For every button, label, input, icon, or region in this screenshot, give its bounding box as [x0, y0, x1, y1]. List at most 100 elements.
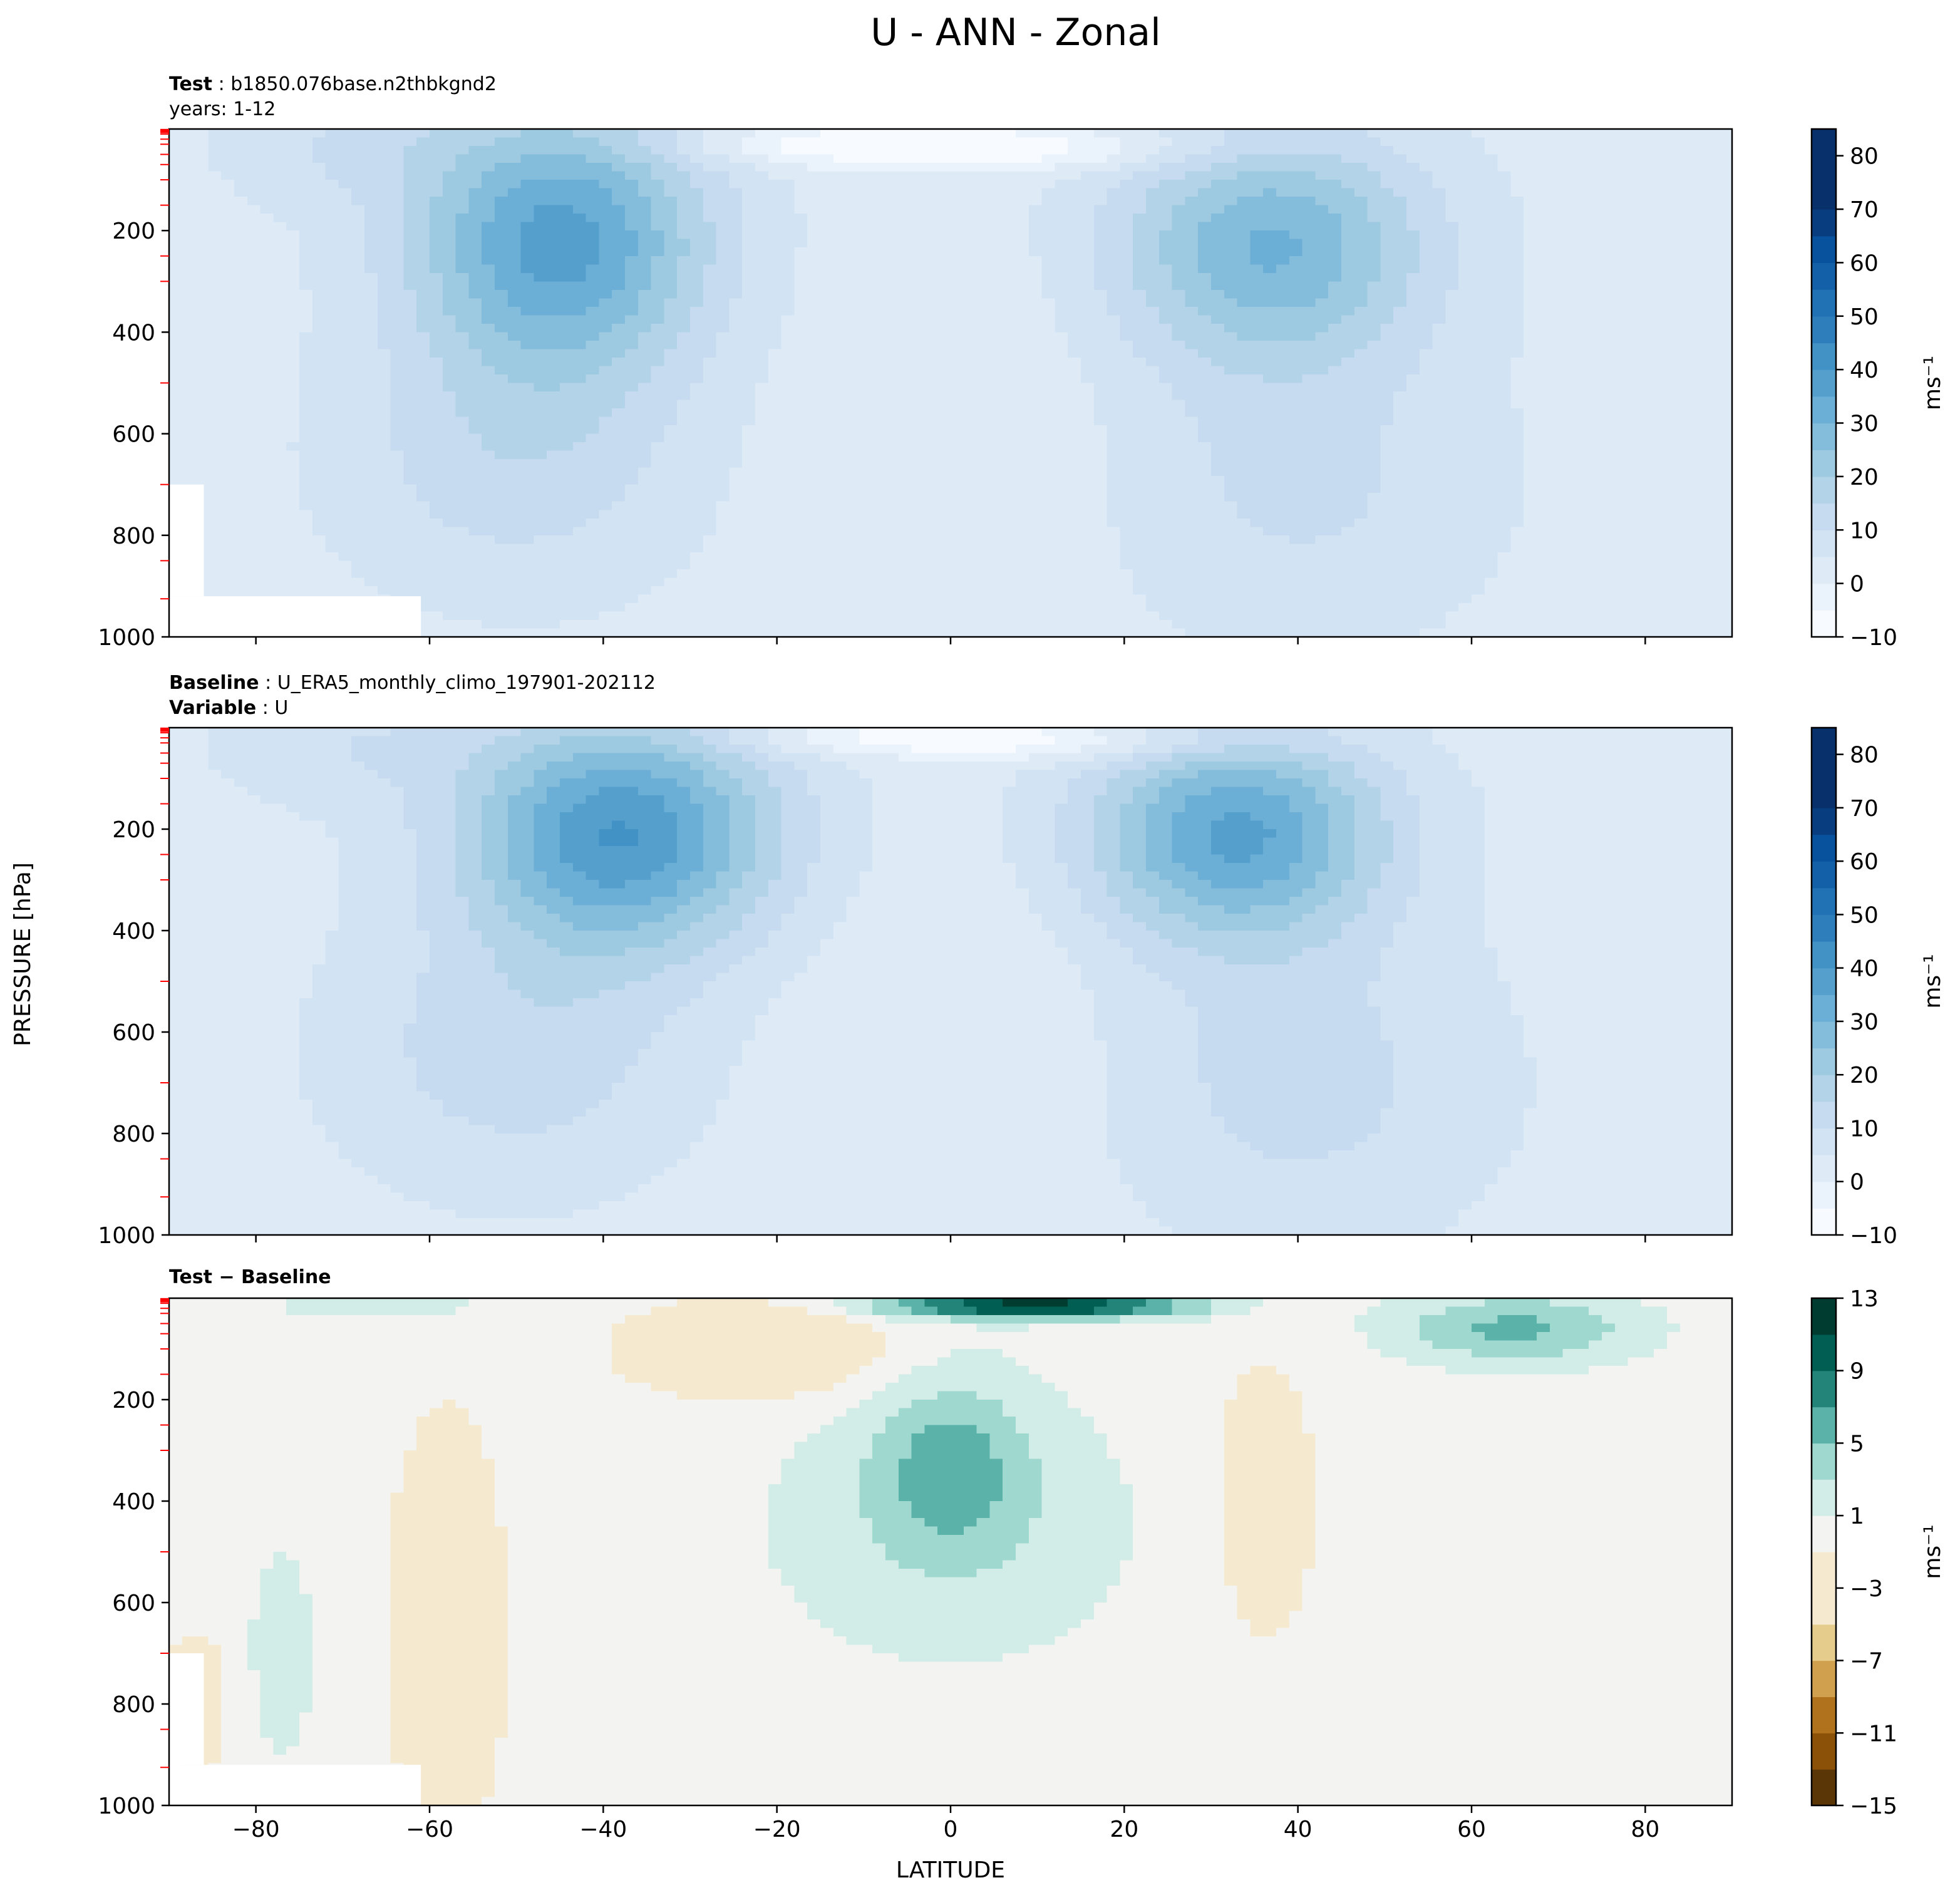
colorbar-band — [1812, 1182, 1836, 1209]
y-tick-label: 400 — [112, 320, 155, 346]
colorbar-band — [1812, 1298, 1836, 1335]
colorbar-tick-label: −11 — [1850, 1721, 1897, 1747]
colorbar-band — [1812, 914, 1836, 941]
y-tick-label: 800 — [112, 1692, 155, 1718]
colorbar-tick-label: 70 — [1850, 197, 1879, 223]
y-tick-label: 200 — [112, 219, 155, 244]
colorbar-band — [1812, 808, 1836, 835]
colorbar-tick-label: 60 — [1850, 250, 1879, 276]
colorbar-label: ms⁻¹ — [1920, 356, 1946, 410]
colorbar-tick-label: 30 — [1850, 1009, 1879, 1035]
colorbar-band — [1812, 1661, 1836, 1697]
colorbar-band — [1812, 1696, 1836, 1733]
colorbar-band — [1812, 557, 1836, 584]
colorbar-band — [1812, 1552, 1836, 1588]
colorbar-tick-label: −3 — [1850, 1576, 1883, 1602]
y-tick-label: 600 — [112, 1591, 155, 1616]
panel-title-label: Baseline — [169, 672, 259, 694]
colorbar-band — [1812, 994, 1836, 1021]
colorbar-label: ms⁻¹ — [1920, 954, 1946, 1008]
colorbar-band — [1812, 755, 1836, 782]
colorbar-tick-label: 50 — [1850, 902, 1879, 928]
x-tick-label: −60 — [406, 1817, 453, 1842]
panel-subtitle: Variable : U — [169, 697, 288, 719]
chart-svg: U - ANN - Zonal2004006008001000Test : b1… — [0, 0, 1960, 1900]
panel-title: Test : b1850.076base.n2thbkgnd2 — [169, 73, 497, 95]
colorbar-tick-label: 20 — [1850, 465, 1879, 490]
colorbar-band — [1812, 209, 1836, 236]
colorbar-tick-label: 70 — [1850, 796, 1879, 822]
missing-data-mask — [169, 1653, 204, 1765]
colorbar-band — [1812, 1479, 1836, 1515]
y-tick-label: 600 — [112, 422, 155, 448]
colorbar-band — [1812, 1048, 1836, 1075]
colorbar-band — [1812, 1443, 1836, 1479]
contour-field-test — [169, 129, 1733, 638]
contour-field-baseline — [169, 728, 1733, 1236]
colorbar-tick-label: 0 — [1850, 1170, 1864, 1195]
colorbar-label: ms⁻¹ — [1920, 1524, 1946, 1579]
colorbar-band — [1812, 156, 1836, 183]
colorbar-band — [1812, 1371, 1836, 1407]
y-tick-label: 800 — [112, 524, 155, 549]
colorbar-band — [1812, 530, 1836, 557]
y-tick-label: 400 — [112, 1489, 155, 1515]
missing-data-mask — [169, 485, 204, 596]
colorbar-band — [1812, 1515, 1836, 1552]
colorbar-tick-label: 60 — [1850, 849, 1879, 875]
colorbar-band — [1812, 728, 1836, 755]
x-tick-label: 40 — [1284, 1817, 1313, 1842]
colorbar-tick-label: −10 — [1850, 1223, 1897, 1249]
panel-title-label: Test — [169, 73, 212, 95]
colorbar-tick-label: 30 — [1850, 411, 1879, 437]
y-axis-label: PRESSURE [hPa] — [10, 862, 36, 1046]
colorbar-band — [1812, 1733, 1836, 1769]
x-tick-label: 20 — [1110, 1817, 1138, 1842]
colorbar-tick-label: 9 — [1850, 1359, 1864, 1385]
panel-title-value: : b1850.076base.n2thbkgnd2 — [212, 73, 497, 95]
colorbar-tick-label: 0 — [1850, 572, 1864, 597]
colorbar-tick-label: 1 — [1850, 1504, 1864, 1529]
y-tick-label: 400 — [112, 919, 155, 944]
colorbar-band — [1812, 369, 1836, 396]
colorbar-band — [1812, 861, 1836, 888]
colorbar-band — [1812, 1102, 1836, 1128]
colorbar-band — [1812, 610, 1836, 637]
contour-field-difference — [169, 1298, 1733, 1806]
panel-subtitle: years: 1-12 — [169, 98, 276, 120]
colorbar-tick-label: 5 — [1850, 1431, 1864, 1457]
colorbar-band — [1812, 1128, 1836, 1155]
x-tick-label: −20 — [753, 1817, 801, 1842]
colorbar-band — [1812, 1155, 1836, 1182]
colorbar-tick-label: 10 — [1850, 518, 1879, 544]
colorbar-band — [1812, 888, 1836, 915]
colorbar-band — [1812, 1407, 1836, 1443]
panel-subtitle-label: Variable — [169, 697, 256, 719]
colorbar-tick-label: 40 — [1850, 956, 1879, 982]
colorbar-band — [1812, 503, 1836, 530]
missing-data-mask — [169, 596, 421, 637]
colorbar-band — [1812, 450, 1836, 477]
colorbar-tick-label: 13 — [1850, 1286, 1879, 1312]
colorbar-band — [1812, 835, 1836, 862]
panel-title-value: : U_ERA5_monthly_climo_197901-202112 — [259, 672, 656, 694]
colorbar-band — [1812, 1075, 1836, 1102]
colorbar-band — [1812, 781, 1836, 808]
panel-title: Test − Baseline — [169, 1266, 331, 1288]
x-tick-label: 0 — [944, 1817, 958, 1842]
y-tick-label: 800 — [112, 1122, 155, 1147]
colorbar-tick-label: −10 — [1850, 625, 1897, 651]
colorbar-band — [1812, 968, 1836, 995]
y-tick-label: 1000 — [98, 625, 155, 651]
colorbar-band — [1812, 289, 1836, 316]
colorbar-band — [1812, 129, 1836, 156]
colorbar-tick-label: −15 — [1850, 1794, 1897, 1819]
colorbar-band — [1812, 182, 1836, 209]
colorbar-band — [1812, 262, 1836, 289]
y-tick-label: 200 — [112, 817, 155, 843]
x-tick-label: −40 — [579, 1817, 627, 1842]
